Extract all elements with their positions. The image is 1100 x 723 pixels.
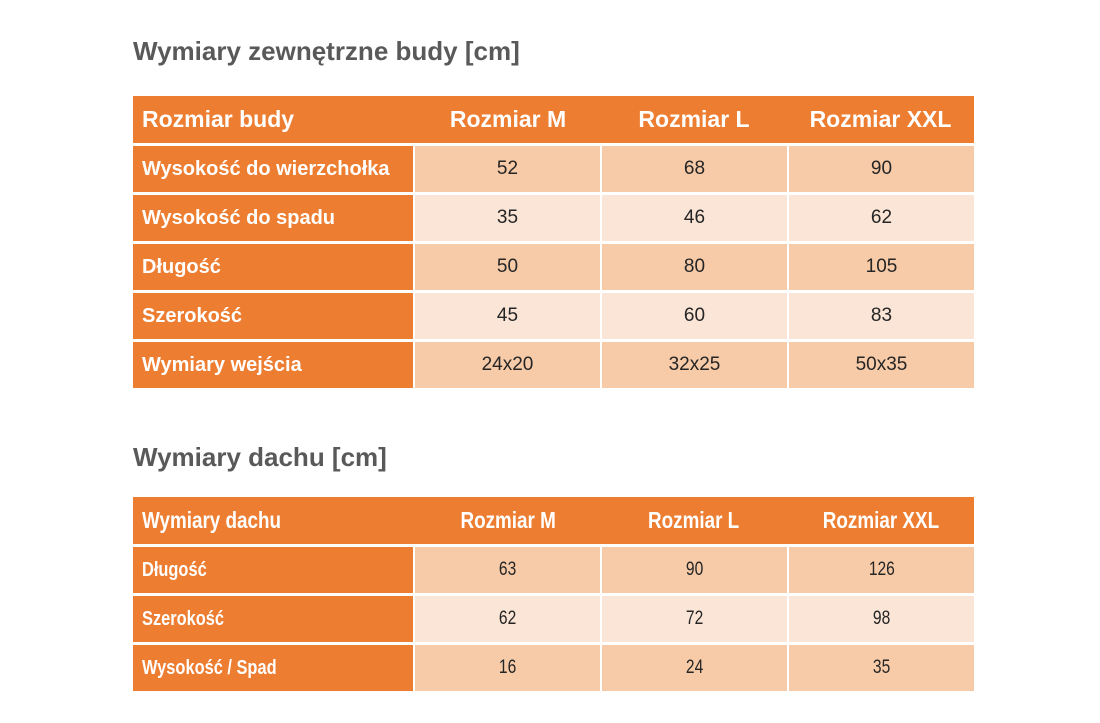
- value-cell: 35: [415, 195, 600, 242]
- value-cell: 62: [789, 195, 974, 242]
- value-cell: 126: [789, 547, 974, 594]
- table-body: Wysokość do wierzchołka 52 68 90 Wysokoś…: [133, 146, 974, 389]
- value-cell: 45: [415, 293, 600, 340]
- row-label: Wysokość / Spad: [133, 645, 413, 692]
- table-row: Wysokość / Spad 16 24 35: [133, 645, 974, 692]
- value-cell: 90: [789, 146, 974, 193]
- table-row: Długość 50 80 105: [133, 244, 974, 291]
- value-cell: 68: [602, 146, 787, 193]
- value-cell: 24: [602, 645, 787, 692]
- value-cell: 35: [789, 645, 974, 692]
- column-header-size-l: Rozmiar L: [648, 507, 740, 534]
- value-cell: 98: [789, 596, 974, 643]
- value-cell: 72: [602, 596, 787, 643]
- row-label: Wysokość do wierzchołka: [133, 146, 413, 193]
- table-row: Szerokość 62 72 98: [133, 596, 974, 643]
- column-header-size-xxl: Rozmiar XXL: [822, 507, 939, 534]
- table-header-row: Wymiary dachu Rozmiar M Rozmiar L Rozmia…: [133, 497, 974, 545]
- table-roof-dimensions: Wymiary dachu Rozmiar M Rozmiar L Rozmia…: [133, 497, 974, 692]
- page-content: Wymiary zewnętrzne budy [cm] Rozmiar bud…: [133, 0, 974, 692]
- column-header-size-xxl: Rozmiar XXL: [809, 106, 952, 133]
- value-cell: 105: [789, 244, 974, 291]
- column-header-size-m: Rozmiar M: [449, 106, 567, 133]
- table-exterior-dimensions: Rozmiar budy Rozmiar M Rozmiar L Rozmiar…: [133, 96, 974, 389]
- value-cell: 90: [602, 547, 787, 594]
- value-cell: 63: [415, 547, 600, 594]
- value-cell: 24x20: [415, 342, 600, 389]
- value-cell: 50: [415, 244, 600, 291]
- table-body: Długość 63 90 126 Szerokość 62 72 98 Wys…: [133, 547, 974, 692]
- value-cell: 60: [602, 293, 787, 340]
- section-title-roof: Wymiary dachu [cm]: [133, 442, 387, 473]
- row-label: Szerokość: [133, 293, 413, 340]
- value-cell: 16: [415, 645, 600, 692]
- row-label: Wymiary wejścia: [133, 342, 413, 389]
- column-header-size-l: Rozmiar L: [638, 106, 750, 133]
- table-row: Wymiary wejścia 24x20 32x25 50x35: [133, 342, 974, 389]
- table-row: Szerokość 45 60 83: [133, 293, 974, 340]
- table-row: Długość 63 90 126: [133, 547, 974, 594]
- row-label: Długość: [133, 547, 413, 594]
- table-header-row: Rozmiar budy Rozmiar M Rozmiar L Rozmiar…: [133, 96, 974, 144]
- column-header-size-m: Rozmiar M: [460, 507, 556, 534]
- value-cell: 50x35: [789, 342, 974, 389]
- row-label: Długość: [133, 244, 413, 291]
- value-cell: 83: [789, 293, 974, 340]
- value-cell: 32x25: [602, 342, 787, 389]
- table-row: Wysokość do spadu 35 46 62: [133, 195, 974, 242]
- row-label: Szerokość: [133, 596, 413, 643]
- value-cell: 62: [415, 596, 600, 643]
- section-title-exterior: Wymiary zewnętrzne budy [cm]: [133, 36, 520, 66]
- row-label: Wysokość do spadu: [133, 195, 413, 242]
- column-header-label: Rozmiar budy: [142, 106, 295, 133]
- value-cell: 52: [415, 146, 600, 193]
- column-header-label: Wymiary dachu: [142, 507, 282, 534]
- value-cell: 46: [602, 195, 787, 242]
- value-cell: 80: [602, 244, 787, 291]
- table-row: Wysokość do wierzchołka 52 68 90: [133, 146, 974, 193]
